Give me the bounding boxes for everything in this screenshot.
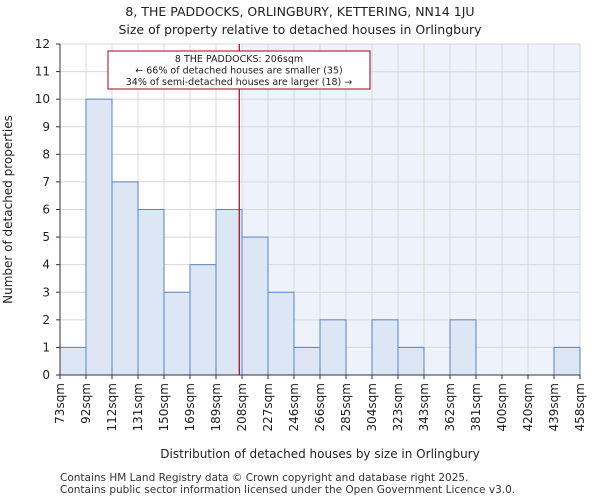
y-tick-label: 6 xyxy=(42,203,50,217)
histogram-bar xyxy=(397,346,425,376)
x-tick-label: 400sqm xyxy=(495,383,509,431)
histogram-bar xyxy=(85,98,113,376)
histogram-bar xyxy=(215,209,243,376)
x-tick-label: 150sqm xyxy=(157,383,171,431)
histogram-bar xyxy=(371,319,399,376)
x-tick-label: 112sqm xyxy=(105,383,119,431)
histogram-bar xyxy=(449,319,477,376)
x-tick-label: 246sqm xyxy=(287,383,301,431)
x-tick-label: 131sqm xyxy=(131,383,145,431)
histogram-bar xyxy=(267,291,295,376)
y-tick-label: 9 xyxy=(42,120,50,134)
annotation-text: ← 66% of detached houses are smaller (35… xyxy=(135,66,342,77)
y-tick-label: 7 xyxy=(42,175,50,189)
y-tick-label: 2 xyxy=(42,313,50,327)
chart-subtitle: Size of property relative to detached ho… xyxy=(118,22,482,37)
x-tick-label: 343sqm xyxy=(417,383,431,431)
x-tick-label: 73sqm xyxy=(53,383,67,424)
x-tick-label: 381sqm xyxy=(469,383,483,431)
y-tick-label: 3 xyxy=(42,285,50,299)
histogram-bar xyxy=(319,319,347,376)
y-tick-label: 5 xyxy=(42,230,50,244)
y-tick-label: 12 xyxy=(35,37,50,51)
histogram-bar xyxy=(553,346,581,376)
x-tick-label: 362sqm xyxy=(443,383,457,431)
x-tick-label: 304sqm xyxy=(365,383,379,431)
annotation-text: 8 THE PADDOCKS: 206sqm xyxy=(175,54,303,65)
y-tick-label: 11 xyxy=(35,65,50,79)
histogram-bar xyxy=(137,209,165,376)
x-tick-label: 420sqm xyxy=(521,383,535,431)
y-tick-label: 8 xyxy=(42,147,50,161)
histogram-bar xyxy=(163,291,191,376)
y-axis-label: Number of detached properties xyxy=(1,115,15,304)
x-tick-label: 92sqm xyxy=(79,383,93,424)
footer-copyright: Contains HM Land Registry data © Crown c… xyxy=(60,472,469,484)
histogram-bar xyxy=(111,181,139,376)
y-tick-label: 0 xyxy=(42,368,50,382)
x-axis-label: Distribution of detached houses by size … xyxy=(160,447,479,461)
annotation-box xyxy=(107,50,371,90)
y-tick-label: 4 xyxy=(42,258,50,272)
annotation-text: 34% of semi-detached houses are larger (… xyxy=(126,77,353,88)
x-tick-label: 189sqm xyxy=(209,383,223,431)
x-tick-label: 169sqm xyxy=(183,383,197,431)
x-tick-label: 285sqm xyxy=(339,383,353,431)
histogram-bar xyxy=(241,236,269,376)
y-tick-label: 1 xyxy=(42,340,50,354)
x-tick-label: 266sqm xyxy=(313,383,327,431)
x-tick-label: 227sqm xyxy=(261,383,275,431)
y-tick-label: 10 xyxy=(35,92,50,106)
histogram-bar xyxy=(59,346,87,376)
footer-licence: Contains public sector information licen… xyxy=(60,484,516,496)
x-tick-label: 439sqm xyxy=(547,383,561,431)
x-tick-label: 208sqm xyxy=(235,383,249,431)
chart-title: 8, THE PADDOCKS, ORLINGBURY, KETTERING, … xyxy=(125,4,475,19)
histogram-bar xyxy=(293,346,321,376)
x-tick-label: 458sqm xyxy=(573,383,587,431)
histogram-bar xyxy=(189,264,217,376)
x-tick-label: 323sqm xyxy=(391,383,405,431)
